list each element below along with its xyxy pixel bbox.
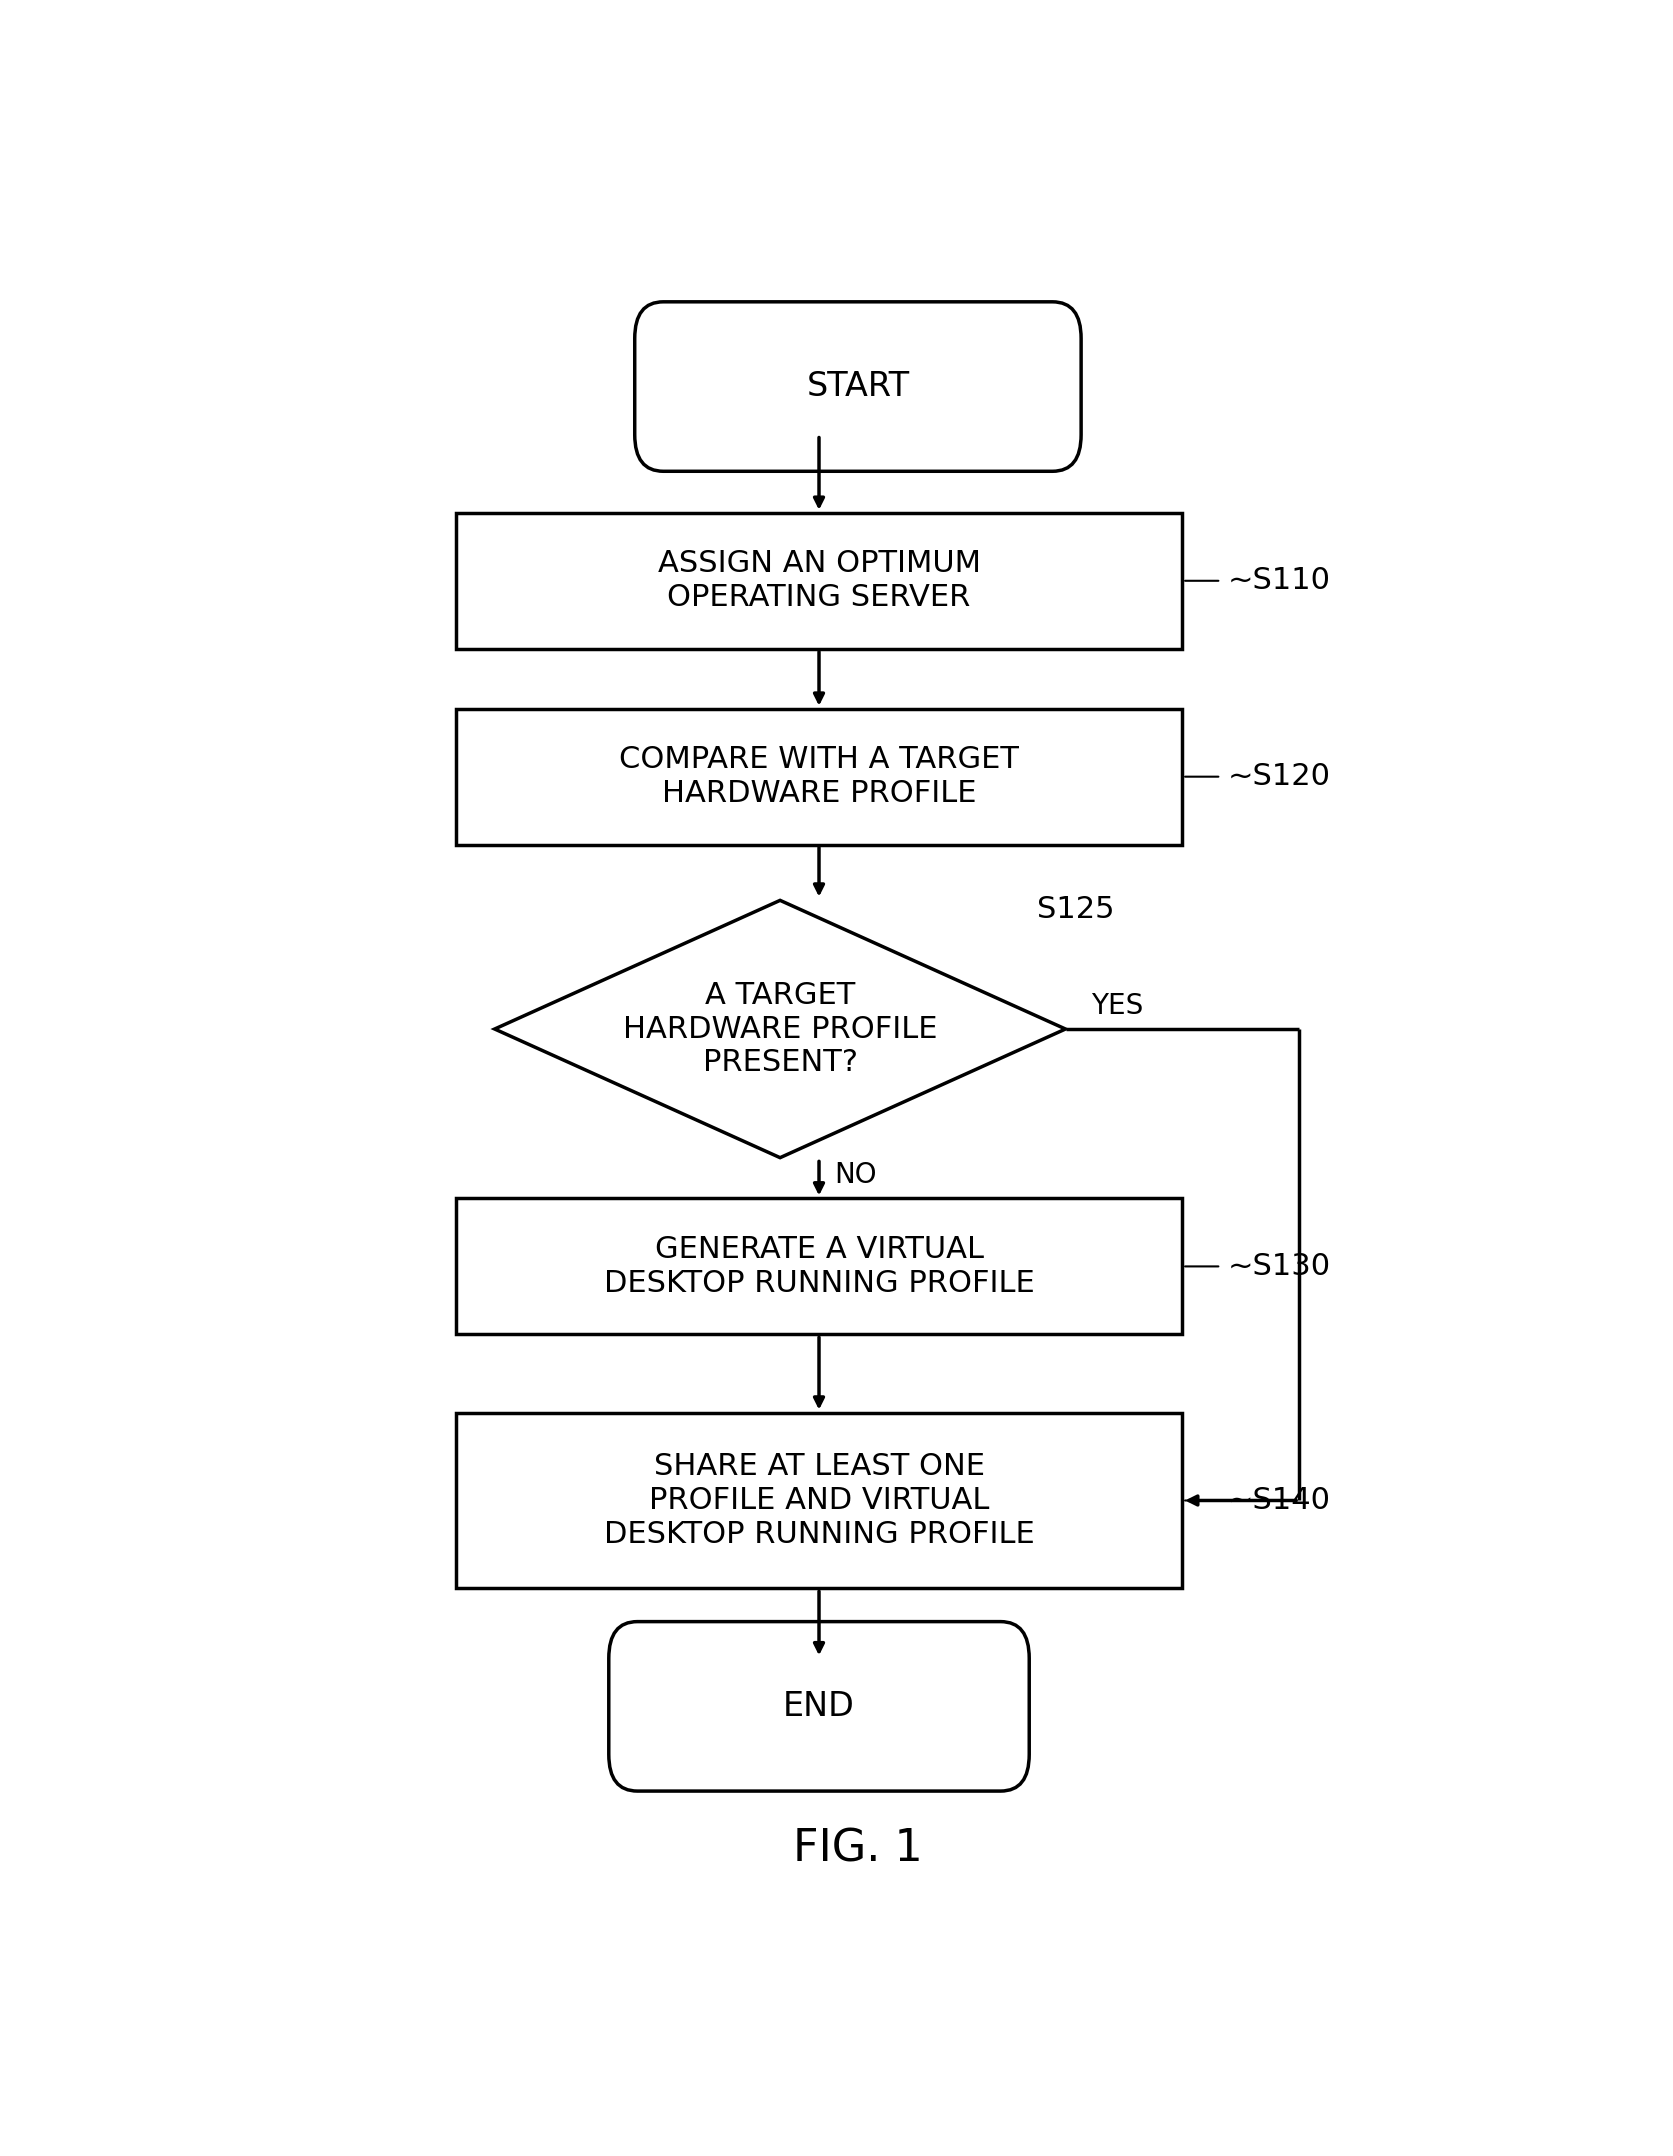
Text: COMPARE WITH A TARGET
HARDWARE PROFILE: COMPARE WITH A TARGET HARDWARE PROFILE (619, 746, 1019, 808)
FancyBboxPatch shape (634, 302, 1081, 472)
Text: FIG. 1: FIG. 1 (793, 1828, 922, 1871)
Text: GENERATE A VIRTUAL
DESKTOP RUNNING PROFILE: GENERATE A VIRTUAL DESKTOP RUNNING PROFI… (604, 1235, 1034, 1298)
FancyBboxPatch shape (609, 1621, 1029, 1792)
Text: ~S140: ~S140 (1226, 1485, 1330, 1516)
Text: ~S110: ~S110 (1226, 567, 1330, 595)
Text: START: START (806, 371, 908, 403)
Text: YES: YES (1091, 992, 1143, 1020)
Text: ASSIGN AN OPTIMUM
OPERATING SERVER: ASSIGN AN OPTIMUM OPERATING SERVER (657, 550, 980, 612)
Text: S125: S125 (1036, 895, 1114, 925)
Polygon shape (495, 901, 1066, 1158)
Text: ~S130: ~S130 (1226, 1253, 1330, 1281)
Text: ~S120: ~S120 (1226, 763, 1330, 791)
Text: A TARGET
HARDWARE PROFILE
PRESENT?: A TARGET HARDWARE PROFILE PRESENT? (622, 981, 937, 1078)
Text: SHARE AT LEAST ONE
PROFILE AND VIRTUAL
DESKTOP RUNNING PROFILE: SHARE AT LEAST ONE PROFILE AND VIRTUAL D… (604, 1453, 1034, 1548)
Bar (455, 1199, 1181, 1335)
Text: END: END (783, 1690, 855, 1723)
Text: NO: NO (835, 1162, 877, 1190)
Bar (455, 513, 1181, 649)
Bar (455, 1414, 1181, 1587)
Bar (455, 709, 1181, 845)
